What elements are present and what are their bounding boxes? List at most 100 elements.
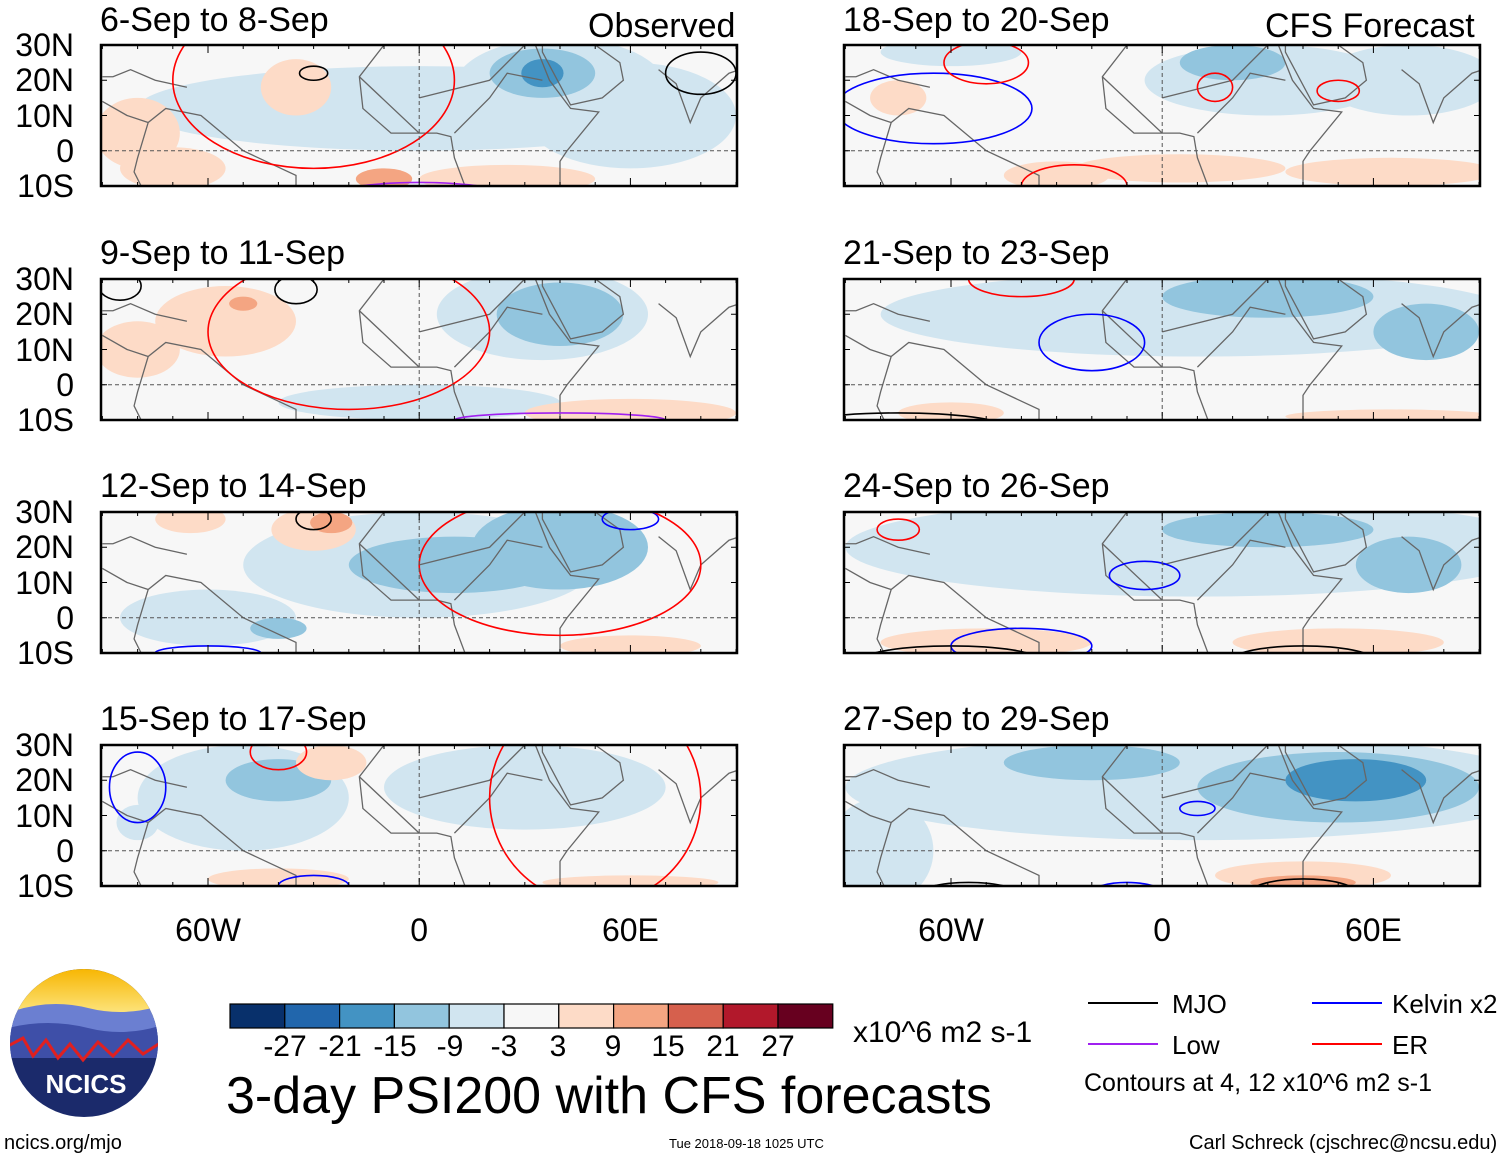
anomaly-region: [1285, 409, 1480, 420]
coastline: [358, 776, 420, 834]
coastline: [1196, 539, 1286, 601]
anomaly-region: [1320, 45, 1480, 116]
panel-title: 18-Sep to 20-Sep: [843, 1, 1110, 39]
legend-kelvin: Kelvin x2: [1392, 989, 1498, 1019]
anomaly-region: [355, 168, 413, 186]
footer-url[interactable]: ncics.org/mjo: [4, 1132, 122, 1154]
lon-tick-label: 0: [410, 912, 429, 948]
coastline: [1277, 45, 1343, 186]
lat-tick-label: 10S: [17, 402, 74, 438]
coastline: [358, 512, 466, 653]
coastline: [1284, 512, 1368, 573]
lat-tick-label: 30N: [15, 27, 74, 63]
coastline: [102, 100, 297, 186]
wave-contour: [930, 881, 1007, 886]
wave-contour: [1038, 313, 1146, 372]
coastline: [876, 822, 892, 886]
coastline: [419, 745, 526, 799]
coastline: [133, 589, 149, 653]
coastline: [358, 310, 420, 368]
coastline: [1284, 745, 1368, 806]
anomaly-region: [496, 282, 624, 346]
colorbar-swatch: [722, 1003, 779, 1029]
lon-tick-label: 60E: [1344, 912, 1402, 948]
coastline: [133, 822, 149, 886]
panel-title: 24-Sep to 26-Sep: [843, 467, 1110, 505]
forecast-label: CFS Forecast: [1265, 7, 1475, 45]
anomaly-region: [880, 45, 1022, 67]
lat-tick-label: 30N: [15, 727, 74, 763]
wave-contour: [172, 45, 456, 170]
colorbar-swatch: [393, 1003, 450, 1029]
coastline: [534, 745, 600, 886]
lat-tick-label: 0: [56, 599, 74, 636]
colorbar-label: 15: [651, 1030, 685, 1063]
coastline: [102, 68, 188, 88]
lat-tick-label: 0: [56, 832, 74, 869]
anomaly-region: [155, 286, 297, 357]
wave-contour: [844, 412, 993, 420]
wave-contour: [298, 65, 329, 82]
ncics-logo: NCICS: [10, 969, 158, 1117]
map-panel: [842, 510, 1482, 655]
coastline: [453, 772, 543, 834]
coastline: [419, 279, 526, 333]
anomaly-region: [844, 797, 934, 886]
lat-tick-label: 10N: [15, 797, 74, 834]
anomaly-region: [101, 321, 180, 378]
coastline: [845, 800, 1040, 886]
map-panel: [99, 743, 739, 888]
coastline: [1101, 512, 1209, 653]
coastline: [541, 745, 625, 806]
coastline: [453, 306, 543, 368]
coastline: [1162, 279, 1269, 333]
lat-tick-label: 10N: [15, 97, 74, 134]
map-panel: [99, 510, 739, 655]
coastline: [133, 122, 149, 186]
coastline: [358, 45, 466, 186]
logo-text: NCICS: [46, 1069, 127, 1099]
coastline: [102, 800, 297, 886]
lon-tick-label: 60W: [175, 912, 241, 948]
legend-low: Low: [1172, 1030, 1220, 1060]
colorbar-label: 21: [706, 1030, 740, 1063]
coastline: [1284, 279, 1368, 340]
coastline: [845, 100, 1040, 186]
wave-contour: [1196, 72, 1234, 103]
wave-contour: [1179, 800, 1216, 817]
lat-tick-label: 30N: [15, 261, 74, 297]
lat-tick-label: 20N: [15, 762, 74, 799]
coastline: [534, 512, 600, 653]
lat-tick-label: 10N: [15, 331, 74, 368]
lat-tick-label: 10S: [17, 168, 74, 204]
coastline: [453, 72, 543, 134]
coastline: [845, 768, 931, 788]
coastline: [102, 567, 297, 653]
lat-tick-label: 30N: [15, 494, 74, 530]
coastline: [1162, 45, 1269, 99]
colorbar-swatch: [229, 1003, 286, 1029]
coastline: [658, 69, 737, 125]
anomaly-region: [1285, 759, 1427, 802]
colorbar-swatch: [667, 1003, 724, 1029]
figure-title: 3-day PSI200 with CFS forecasts: [226, 1067, 992, 1125]
lat-tick-label: 0: [56, 366, 74, 403]
colorbar-swatch: [777, 1003, 834, 1029]
coastline: [419, 512, 526, 566]
wave-contour: [1316, 79, 1361, 103]
coastline: [845, 68, 931, 88]
lat-tick-label: 10S: [17, 635, 74, 671]
wave-contour: [967, 279, 1075, 298]
coastline: [1162, 512, 1269, 566]
coastline: [845, 567, 1040, 653]
contour-note: Contours at 4, 12 x10^6 m2 s-1: [1084, 1069, 1433, 1097]
coastline: [1196, 72, 1286, 134]
coastline: [133, 356, 149, 420]
anomaly-region: [524, 398, 736, 420]
anomaly-region: [384, 745, 666, 830]
anomaly-region: [120, 147, 226, 186]
coastline: [845, 302, 931, 322]
coastline: [358, 745, 466, 886]
wave-contour: [355, 181, 484, 186]
